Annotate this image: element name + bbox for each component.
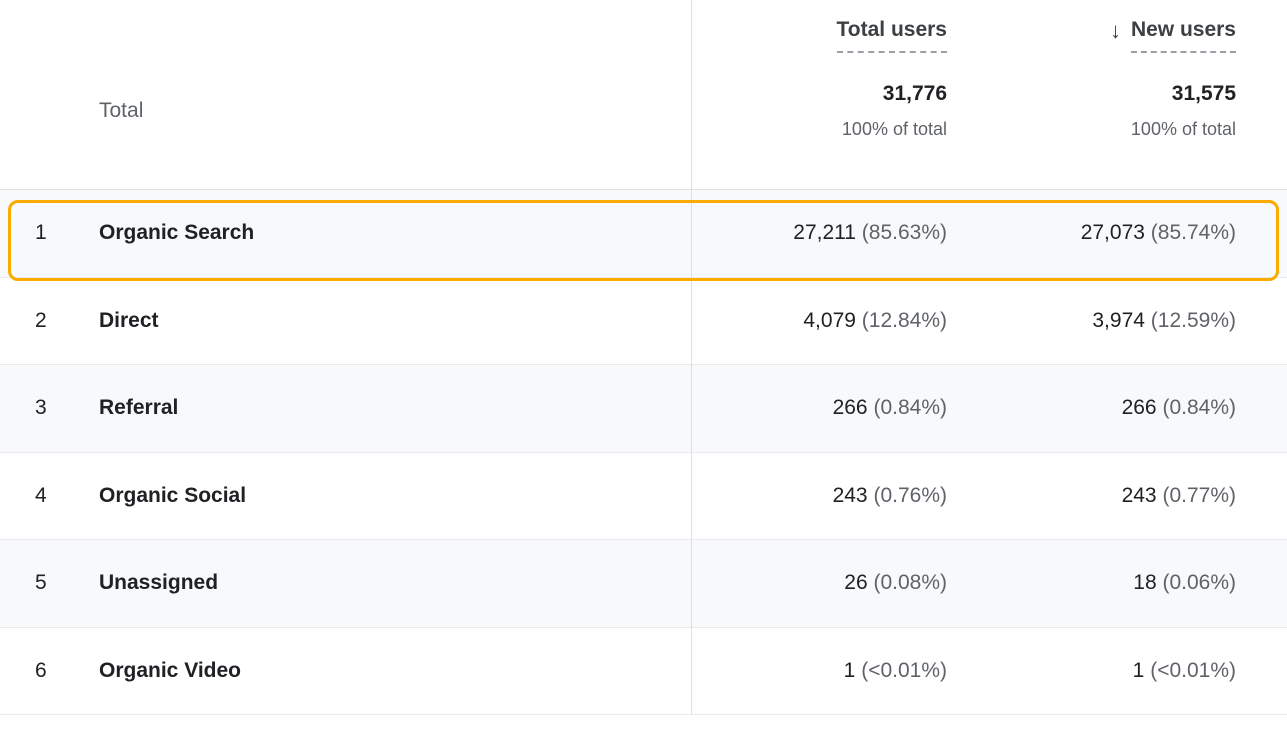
channel-name: Unassigned <box>99 571 219 595</box>
total-users-cell: 266 (0.84%) <box>691 396 947 420</box>
total-users-percent: (85.63%) <box>861 221 947 245</box>
column-header-total-users[interactable]: Total users <box>691 18 947 53</box>
channel-name: Organic Search <box>99 221 255 245</box>
new-users-percent: (85.74%) <box>1150 221 1236 245</box>
row-index: 1 <box>35 221 47 245</box>
column-divider <box>691 0 692 715</box>
total-users-value: 243 <box>832 483 868 507</box>
total-users-percent: (0.84%) <box>873 396 947 420</box>
new-users-percent: (<0.01%) <box>1150 658 1236 682</box>
total-users-cell: 27,211 (85.63%) <box>691 221 947 245</box>
totals-total-users: 31,776 100% of total <box>691 79 947 143</box>
table-row-organic-search: 1 Organic Search 27,211 (85.63%) 27,073 … <box>0 190 1287 281</box>
new-users-value: 1 <box>1132 658 1145 682</box>
sort-descending-icon[interactable]: ↓ <box>1109 18 1121 43</box>
table-row-organic-social: 4 Organic Social 243 (0.76%) 243 (0.77%) <box>0 453 1287 540</box>
new-users-value: 243 <box>1121 483 1157 507</box>
channel-name: Organic Social <box>99 483 247 507</box>
totals-new-users: 31,575 100% of total <box>947 79 1236 143</box>
column-header-new-users[interactable]: ↓ New users <box>947 18 1236 53</box>
total-users-value: 27,211 <box>793 221 856 245</box>
totals-new-users-value: 31,575 <box>1171 82 1236 105</box>
new-users-percent: (0.84%) <box>1162 396 1236 420</box>
total-users-value: 266 <box>832 396 868 420</box>
channel-name: Direct <box>99 308 159 332</box>
column-header-new-users-label[interactable]: New users <box>1130 18 1236 53</box>
new-users-value: 266 <box>1121 396 1157 420</box>
new-users-cell: 1 (<0.01%) <box>947 659 1236 683</box>
column-header-total-users-label[interactable]: Total users <box>836 18 947 53</box>
table-row-unassigned: 5 Unassigned 26 (0.08%) 18 (0.06%) <box>0 540 1287 628</box>
new-users-percent: (12.59%) <box>1150 308 1236 332</box>
new-users-value: 27,073 <box>1080 221 1145 245</box>
total-users-value: 26 <box>844 571 868 595</box>
row-index: 2 <box>35 308 47 332</box>
new-users-percent: (0.06%) <box>1162 571 1236 595</box>
new-users-cell: 3,974 (12.59%) <box>947 309 1236 333</box>
channel-name: Referral <box>99 396 179 420</box>
new-users-cell: 266 (0.84%) <box>947 396 1236 420</box>
totals-label: Total <box>99 99 144 122</box>
total-users-value: 1 <box>843 658 856 682</box>
new-users-cell: 27,073 (85.74%) <box>947 221 1236 245</box>
row-index: 5 <box>35 571 47 595</box>
table-header: Total users ↓ New users Total 31,776 100%… <box>0 0 1287 190</box>
totals-new-users-share: 100% of total <box>1130 119 1236 139</box>
total-users-cell: 4,079 (12.84%) <box>691 309 947 333</box>
total-users-cell: 243 (0.76%) <box>691 484 947 508</box>
row-index: 3 <box>35 396 47 420</box>
total-users-percent: (0.08%) <box>873 571 947 595</box>
table-row-organic-video: 6 Organic Video 1 (<0.01%) 1 (<0.01%) <box>0 628 1287 715</box>
new-users-cell: 243 (0.77%) <box>947 484 1236 508</box>
total-users-percent: (<0.01%) <box>861 658 947 682</box>
row-index: 4 <box>35 483 47 507</box>
totals-row: Total 31,776 100% of total 31,575 100% o… <box>0 79 1287 143</box>
totals-total-users-value: 31,776 <box>882 82 947 105</box>
total-users-value: 4,079 <box>803 308 856 332</box>
totals-total-users-share: 100% of total <box>841 119 947 139</box>
total-users-cell: 26 (0.08%) <box>691 571 947 595</box>
table-row-referral: 3 Referral 266 (0.84%) 266 (0.84%) <box>0 365 1287 453</box>
total-users-percent: (0.76%) <box>873 483 947 507</box>
total-users-cell: 1 (<0.01%) <box>691 659 947 683</box>
new-users-value: 3,974 <box>1092 308 1145 332</box>
new-users-value: 18 <box>1133 571 1157 595</box>
total-users-percent: (12.84%) <box>861 308 947 332</box>
channel-name: Organic Video <box>99 658 241 682</box>
row-index: 6 <box>35 658 47 682</box>
table-row-direct: 2 Direct 4,079 (12.84%) 3,974 (12.59%) <box>0 278 1287 365</box>
new-users-percent: (0.77%) <box>1162 483 1236 507</box>
new-users-cell: 18 (0.06%) <box>947 571 1236 595</box>
